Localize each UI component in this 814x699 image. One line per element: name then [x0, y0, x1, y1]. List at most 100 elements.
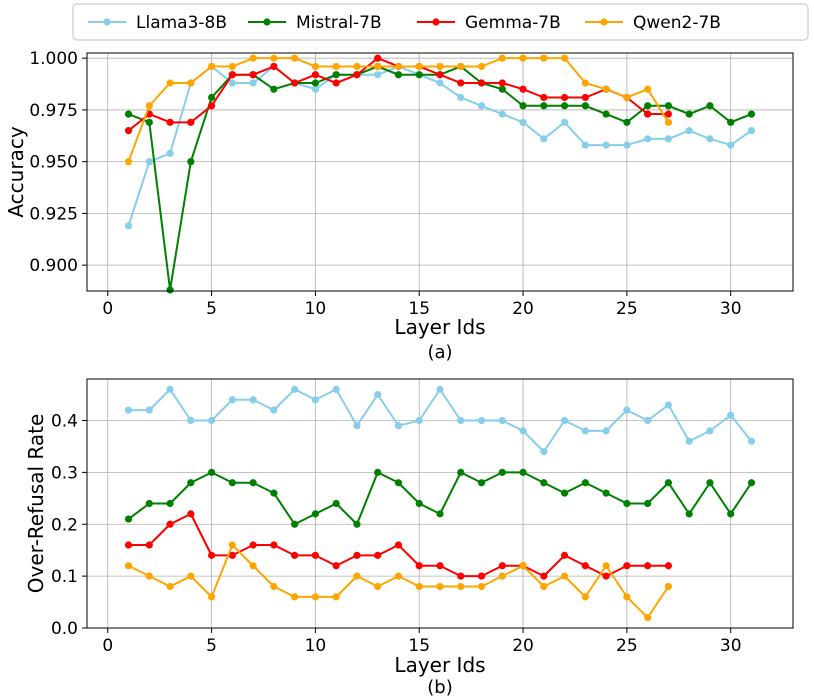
data-point-llama3-8b-12: [353, 422, 361, 430]
data-point-mistral-7b-27: [664, 102, 673, 110]
data-point-qwen2-7b-6: [228, 541, 236, 549]
data-point-llama3-8b-25: [623, 406, 631, 414]
data-point-qwen2-7b-4: [187, 79, 195, 87]
data-point-qwen2-7b-12: [353, 572, 361, 580]
data-point-qwen2-7b-8: [270, 54, 278, 62]
data-point-mistral-7b-14: [394, 479, 403, 487]
data-point-gemma-7b-26: [644, 110, 652, 118]
data-point-llama3-8b-29: [706, 427, 714, 435]
data-point-qwen2-7b-25: [623, 93, 631, 102]
data-point-gemma-7b-26: [644, 562, 652, 570]
y-tick-label: 0.950: [29, 153, 78, 173]
data-point-mistral-7b-14: [394, 71, 403, 79]
data-point-qwen2-7b-27: [664, 118, 673, 126]
data-point-mistral-7b-24: [602, 110, 610, 118]
x-tick-label: 15: [408, 299, 430, 319]
data-point-qwen2-7b-14: [394, 572, 403, 580]
data-point-qwen2-7b-2: [145, 572, 153, 580]
data-point-gemma-7b-4: [187, 510, 195, 518]
data-point-llama3-8b-30: [727, 141, 735, 149]
data-point-mistral-7b-28: [685, 110, 693, 118]
data-point-gemma-7b-11: [332, 79, 340, 87]
data-point-gemma-7b-2: [145, 541, 153, 549]
data-point-qwen2-7b-1: [124, 562, 133, 570]
data-point-qwen2-7b-7: [249, 54, 257, 62]
data-point-mistral-7b-10: [311, 79, 320, 87]
x-tick-label: 20: [512, 636, 534, 656]
y-tick-label: 0.975: [29, 101, 78, 121]
data-point-mistral-7b-31: [747, 479, 756, 487]
data-point-llama3-8b-30: [727, 411, 735, 419]
data-point-qwen2-7b-15: [415, 62, 423, 71]
data-point-llama3-8b-5: [207, 416, 216, 425]
data-point-llama3-8b-16: [436, 385, 444, 393]
data-point-llama3-8b-3: [166, 149, 174, 157]
data-point-gemma-7b-25: [623, 562, 631, 570]
data-point-mistral-7b-17: [457, 468, 465, 476]
panel-caption: (a): [427, 342, 452, 363]
data-point-gemma-7b-19: [498, 79, 506, 87]
data-point-qwen2-7b-10: [311, 62, 320, 71]
data-point-llama3-8b-10: [311, 85, 320, 93]
data-point-gemma-7b-19: [498, 562, 506, 570]
data-point-mistral-7b-10: [311, 510, 320, 518]
data-point-llama3-8b-13: [374, 390, 382, 399]
data-point-qwen2-7b-27: [664, 582, 673, 591]
x-axis-label: Layer Ids: [394, 653, 485, 677]
data-point-gemma-7b-10: [311, 551, 320, 559]
data-point-qwen2-7b-23: [581, 593, 589, 601]
data-point-qwen2-7b-9: [291, 593, 299, 601]
data-point-llama3-8b-7: [249, 79, 257, 87]
data-point-qwen2-7b-21: [540, 582, 548, 591]
data-point-gemma-7b-7: [249, 71, 257, 79]
data-point-mistral-7b-7: [249, 479, 257, 487]
data-point-gemma-7b-8: [270, 62, 278, 71]
data-point-gemma-7b-3: [166, 118, 174, 126]
data-point-mistral-7b-18: [477, 479, 486, 487]
data-point-qwen2-7b-24: [602, 562, 610, 570]
data-point-qwen2-7b-20: [519, 54, 527, 62]
data-point-qwen2-7b-20: [519, 562, 527, 570]
y-tick-label: 0.2: [51, 515, 78, 535]
legend-label-1: Mistral-7B: [296, 13, 382, 33]
data-point-qwen2-7b-10: [311, 593, 320, 601]
data-point-qwen2-7b-19: [498, 572, 506, 580]
data-point-qwen2-7b-17: [457, 582, 465, 591]
data-point-llama3-8b-16: [436, 79, 444, 87]
data-point-llama3-8b-2: [145, 406, 153, 414]
data-point-gemma-7b-17: [457, 572, 465, 580]
data-point-mistral-7b-12: [353, 520, 361, 528]
data-point-qwen2-7b-7: [249, 562, 257, 570]
y-axis-label: Accuracy: [4, 126, 28, 217]
legend-label-2: Gemma-7B: [465, 13, 561, 33]
legend-label-3: Qwen2-7B: [633, 13, 721, 33]
data-point-gemma-7b-5: [207, 102, 216, 110]
data-point-llama3-8b-18: [477, 102, 486, 110]
data-point-mistral-7b-4: [187, 479, 195, 487]
data-point-mistral-7b-2: [145, 118, 153, 126]
data-point-qwen2-7b-22: [560, 54, 569, 62]
y-tick-label: 0.0: [51, 619, 78, 639]
data-point-llama3-8b-13: [374, 71, 382, 79]
panel-caption: (b): [427, 677, 452, 698]
data-point-mistral-7b-9: [291, 520, 299, 528]
legend-label-0: Llama3-8B: [136, 13, 227, 33]
data-point-llama3-8b-20: [519, 118, 527, 126]
data-point-qwen2-7b-3: [166, 79, 174, 87]
data-point-gemma-7b-27: [664, 562, 673, 570]
data-point-llama3-8b-24: [602, 141, 610, 149]
data-point-qwen2-7b-4: [187, 572, 195, 580]
legend-marker-1: [263, 18, 271, 26]
data-point-gemma-7b-4: [187, 118, 195, 126]
data-point-llama3-8b-21: [540, 448, 548, 456]
data-point-mistral-7b-1: [124, 515, 133, 523]
data-point-llama3-8b-25: [623, 141, 631, 149]
legend-marker-2: [432, 18, 440, 26]
panel-b-over-refusal: 0 5 10 15 20 25 30 0.0 0.1 0.2 0.3 0.4 Layer Ids Over…: [24, 378, 794, 698]
data-point-mistral-7b-24: [602, 489, 610, 497]
data-point-llama3-8b-14: [394, 422, 403, 430]
data-point-mistral-7b-27: [664, 479, 673, 487]
data-point-llama3-8b-31: [747, 437, 756, 445]
data-point-mistral-7b-2: [145, 499, 153, 508]
data-point-llama3-8b-27: [664, 401, 673, 409]
